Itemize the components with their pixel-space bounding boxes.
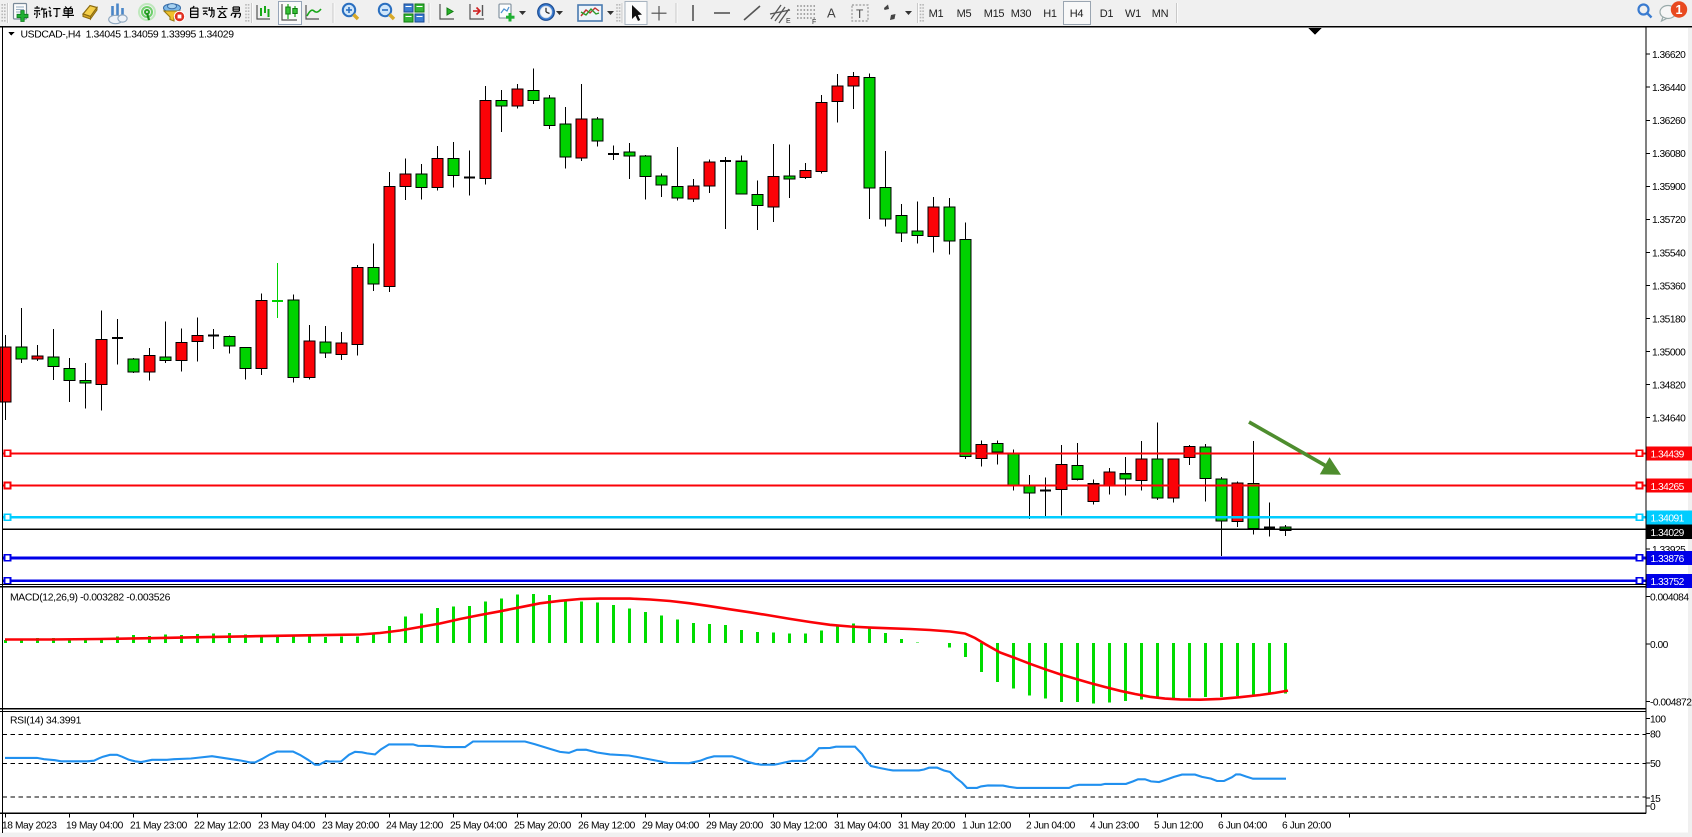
svg-text:1.34265: 1.34265: [1651, 482, 1685, 493]
svg-text:50: 50: [1650, 759, 1661, 770]
svg-text:1.35180: 1.35180: [1652, 314, 1686, 325]
svg-text:USDCAD-,H4 1.34045 1.34059 1.: USDCAD-,H4 1.34045 1.34059 1.33995 1.340…: [21, 30, 235, 41]
svg-text:M1: M1: [929, 8, 944, 20]
svg-text:23 May 20:00: 23 May 20:00: [322, 821, 380, 832]
svg-text:30 May 12:00: 30 May 12:00: [770, 821, 828, 832]
svg-text:15: 15: [1650, 794, 1661, 805]
svg-text:1.35540: 1.35540: [1652, 248, 1686, 259]
svg-text:MACD(12,26,9) -0.003282 -0.003: MACD(12,26,9) -0.003282 -0.003526: [10, 593, 171, 604]
svg-text:A: A: [827, 6, 836, 21]
svg-text:25 May 04:00: 25 May 04:00: [450, 821, 508, 832]
svg-text:1.36620: 1.36620: [1652, 50, 1686, 61]
svg-text:E: E: [786, 18, 791, 25]
svg-text:0.00: 0.00: [1650, 640, 1669, 651]
svg-text:1: 1: [1676, 3, 1683, 17]
svg-text:-0.004872: -0.004872: [1650, 697, 1692, 708]
svg-text:1.36440: 1.36440: [1652, 83, 1686, 94]
svg-text:4 Jun 23:00: 4 Jun 23:00: [1090, 821, 1140, 832]
svg-text:19 May 04:00: 19 May 04:00: [66, 821, 124, 832]
svg-text:1.34640: 1.34640: [1652, 414, 1686, 425]
svg-text:21 May 23:00: 21 May 23:00: [130, 821, 188, 832]
svg-text:0: 0: [1650, 802, 1656, 813]
svg-text:1.34029: 1.34029: [1651, 528, 1685, 539]
svg-text:80: 80: [1650, 730, 1661, 741]
svg-text:1.33925: 1.33925: [1652, 545, 1686, 556]
svg-text:M5: M5: [957, 8, 972, 20]
svg-text:29 May 20:00: 29 May 20:00: [706, 821, 764, 832]
svg-text:D1: D1: [1100, 8, 1114, 20]
svg-text:1.36260: 1.36260: [1652, 116, 1686, 127]
svg-text:6 Jun 04:00: 6 Jun 04:00: [1218, 821, 1268, 832]
svg-text:31 May 04:00: 31 May 04:00: [834, 821, 892, 832]
svg-text:25 May 20:00: 25 May 20:00: [514, 821, 572, 832]
svg-text:100: 100: [1650, 715, 1666, 726]
svg-text:22 May 12:00: 22 May 12:00: [194, 821, 252, 832]
svg-text:1.35720: 1.35720: [1652, 215, 1686, 226]
svg-text:1.33876: 1.33876: [1651, 554, 1685, 565]
svg-text:18 May 2023: 18 May 2023: [2, 821, 57, 832]
svg-text:6 Jun 20:00: 6 Jun 20:00: [1282, 821, 1332, 832]
svg-text:1.34820: 1.34820: [1652, 381, 1686, 392]
svg-text:MN: MN: [1152, 8, 1169, 20]
svg-text:F: F: [812, 19, 816, 26]
svg-text:H1: H1: [1043, 8, 1057, 20]
svg-text:1.35360: 1.35360: [1652, 281, 1686, 292]
svg-text:M15: M15: [984, 8, 1005, 20]
svg-text:RSI(14) 34.3991: RSI(14) 34.3991: [10, 716, 82, 727]
svg-text:W1: W1: [1125, 8, 1141, 20]
svg-text:1.33752: 1.33752: [1651, 577, 1685, 588]
svg-text:24 May 12:00: 24 May 12:00: [386, 821, 444, 832]
svg-text:29 May 04:00: 29 May 04:00: [642, 821, 700, 832]
svg-text:H4: H4: [1070, 8, 1084, 20]
svg-text:1.35000: 1.35000: [1652, 347, 1686, 358]
svg-text:1.35900: 1.35900: [1652, 182, 1686, 193]
svg-text:0.004084: 0.004084: [1650, 592, 1689, 603]
svg-text:31 May 20:00: 31 May 20:00: [898, 821, 956, 832]
svg-text:1.34439: 1.34439: [1651, 450, 1685, 461]
svg-text:2 Jun 04:00: 2 Jun 04:00: [1026, 821, 1076, 832]
svg-text:1.34091: 1.34091: [1651, 514, 1685, 525]
svg-text:1.36080: 1.36080: [1652, 149, 1686, 160]
svg-text:T: T: [856, 7, 864, 21]
svg-text:1 Jun 12:00: 1 Jun 12:00: [962, 821, 1012, 832]
svg-text:23 May 04:00: 23 May 04:00: [258, 821, 316, 832]
svg-text:26 May 12:00: 26 May 12:00: [578, 821, 636, 832]
svg-text:M30: M30: [1011, 8, 1032, 20]
svg-text:5 Jun 12:00: 5 Jun 12:00: [1154, 821, 1204, 832]
